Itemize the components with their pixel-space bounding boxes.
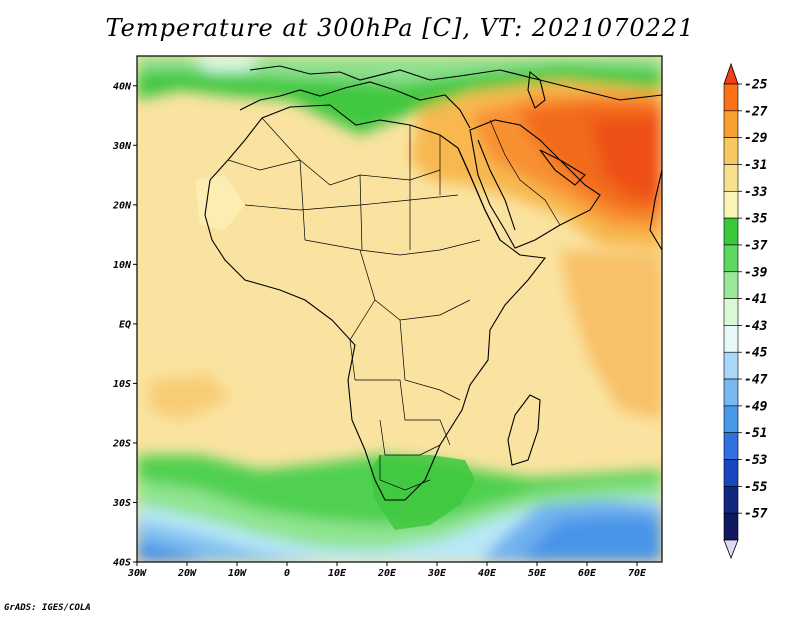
y-tick-label: 10N <box>113 260 132 271</box>
colorbar-swatch <box>723 137 739 165</box>
colorbar-label: -33 <box>744 185 768 200</box>
x-tick-label: 0 <box>284 568 290 579</box>
y-tick-label: 30N <box>112 141 132 152</box>
y-tick-label: 30S <box>112 498 131 509</box>
colorbar-swatch <box>723 164 739 192</box>
colorbar-bottom-arrow <box>723 539 739 560</box>
colorbar-top-arrow <box>723 62 739 85</box>
colorbar-label: -47 <box>744 373 768 388</box>
map-frame <box>136 55 663 563</box>
colorbar-label: -39 <box>744 265 768 280</box>
y-tick-label: 40N <box>113 81 132 92</box>
colorbar-swatch <box>723 271 739 299</box>
colorbar-swatch <box>723 405 739 434</box>
colorbar-swatch <box>723 190 739 219</box>
country-borders <box>227 117 561 491</box>
coastlines <box>204 65 662 501</box>
x-axis: 30W 20W 10W 0 10E 20E 30E 40E 50E 60E 70E <box>127 562 647 579</box>
x-tick-label: 40E <box>478 568 497 579</box>
colorbar-label: -25 <box>744 78 768 93</box>
colorbar-label: -57 <box>744 507 768 522</box>
x-tick-label: 20E <box>377 568 397 579</box>
colorbar-swatch <box>723 486 739 514</box>
x-tick-label: 10W <box>228 568 247 579</box>
colorbar-swatch <box>723 244 739 273</box>
colorbar-swatch <box>723 110 739 138</box>
colorbar-label: -49 <box>744 399 768 414</box>
y-tick-label: EQ <box>119 319 131 330</box>
colorbar-label: -37 <box>744 238 768 253</box>
grads-credit: GrADS: IGES/COLA <box>4 603 91 613</box>
colorbar-swatch <box>723 459 739 487</box>
colorbar-label: -35 <box>744 212 768 227</box>
y-tick-label: 20N <box>112 200 132 211</box>
colorbar: -25 -27 -29 -31 -33 -35 -37 -39 -41 -43 -45 -47 -49 -… <box>723 62 768 560</box>
x-tick-label: 20W <box>177 568 197 579</box>
colorbar-swatch <box>723 351 739 380</box>
colorbar-label: -27 <box>744 104 768 119</box>
colorbar-label: -31 <box>744 158 767 173</box>
y-tick-label: 10S <box>113 379 131 390</box>
colorbar-label: -55 <box>744 480 768 495</box>
colorbar-swatch <box>723 512 739 541</box>
y-tick-label: 20S <box>112 438 131 449</box>
colorbar-swatch <box>723 217 739 246</box>
x-tick-label: 60E <box>578 568 597 579</box>
colorbar-swatch <box>723 378 739 407</box>
colorbar-label: -53 <box>744 453 768 468</box>
colorbar-label: -51 <box>744 426 767 441</box>
x-tick-label: 70E <box>628 568 647 579</box>
y-axis: 40N 30N 20N 10N EQ 10S 20S 30S 40S <box>112 81 137 569</box>
colorbar-label: -43 <box>744 319 768 334</box>
x-tick-label: 50E <box>528 568 547 579</box>
colorbar-swatch <box>723 325 739 353</box>
colorbar-swatch <box>723 432 739 460</box>
x-tick-label: 10E <box>328 568 347 579</box>
x-tick-label: 30W <box>127 568 147 579</box>
x-tick-label: 30E <box>427 568 447 579</box>
colorbar-swatch <box>723 83 739 112</box>
colorbar-swatch <box>723 298 739 326</box>
colorbar-label: -41 <box>744 292 767 307</box>
y-tick-label: 40S <box>113 558 131 569</box>
temperature-field <box>137 56 662 562</box>
colorbar-label: -45 <box>744 346 768 361</box>
plot-title: Temperature at 300hPa [C], VT: 202107022… <box>105 14 695 42</box>
colorbar-label: -29 <box>744 131 768 146</box>
